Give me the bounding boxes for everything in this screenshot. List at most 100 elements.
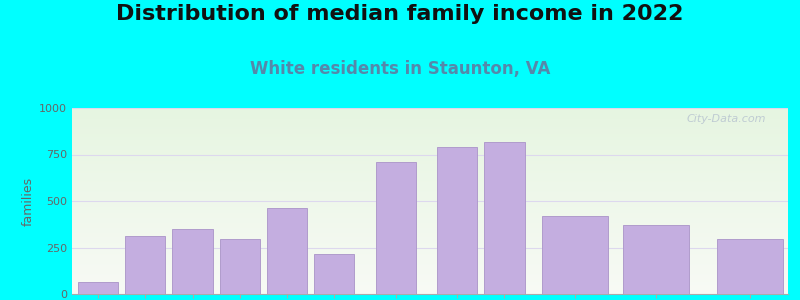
Bar — [72, 118, 788, 119]
Bar — [72, 138, 788, 139]
Bar — [72, 252, 788, 253]
Bar — [72, 255, 788, 256]
Text: Distribution of median family income in 2022: Distribution of median family income in … — [116, 4, 684, 25]
Bar — [72, 293, 788, 294]
Bar — [717, 239, 783, 294]
Bar — [72, 114, 788, 115]
Bar — [72, 152, 788, 153]
Bar — [72, 182, 788, 183]
Bar — [72, 161, 788, 162]
Bar — [72, 240, 788, 241]
Bar — [72, 267, 788, 268]
Bar — [72, 254, 788, 255]
Bar — [72, 232, 788, 233]
Bar — [72, 287, 788, 288]
Bar — [72, 249, 788, 250]
Bar — [72, 197, 788, 198]
Bar — [72, 268, 788, 269]
Bar — [72, 220, 788, 221]
Bar — [72, 156, 788, 157]
Bar — [72, 163, 788, 164]
Bar — [72, 243, 788, 244]
Bar — [72, 231, 788, 232]
Bar — [72, 183, 788, 184]
Bar — [72, 125, 788, 126]
Bar — [72, 264, 788, 265]
Bar — [72, 269, 788, 270]
Bar — [72, 151, 788, 152]
Bar — [72, 109, 788, 110]
Bar — [173, 229, 213, 294]
Bar — [72, 189, 788, 190]
Bar — [72, 259, 788, 260]
Bar — [72, 207, 788, 208]
Bar — [484, 142, 525, 294]
Bar — [72, 119, 788, 120]
Bar — [72, 266, 788, 267]
Bar — [72, 258, 788, 259]
Bar — [72, 227, 788, 228]
Bar — [72, 201, 788, 202]
Bar — [72, 165, 788, 166]
Bar — [72, 193, 788, 194]
Bar — [72, 205, 788, 206]
Bar — [72, 116, 788, 117]
Bar — [220, 239, 260, 294]
Bar — [376, 162, 416, 294]
Bar — [72, 290, 788, 291]
Bar — [72, 178, 788, 179]
Bar — [72, 242, 788, 243]
Bar — [72, 276, 788, 277]
Bar — [72, 133, 788, 134]
Bar — [72, 262, 788, 263]
Bar — [72, 158, 788, 159]
Bar — [72, 108, 788, 109]
Bar — [72, 241, 788, 242]
Bar — [72, 234, 788, 235]
Bar — [72, 260, 788, 261]
Bar — [72, 184, 788, 185]
Bar — [72, 120, 788, 121]
Bar — [72, 281, 788, 282]
Bar — [78, 282, 118, 294]
Bar — [72, 261, 788, 262]
Bar — [72, 222, 788, 223]
Bar — [72, 194, 788, 195]
Bar — [72, 190, 788, 191]
Bar — [72, 284, 788, 285]
Bar — [72, 213, 788, 214]
Bar — [72, 277, 788, 278]
Bar — [72, 272, 788, 273]
Bar — [72, 122, 788, 123]
Bar — [72, 233, 788, 234]
Bar — [72, 219, 788, 220]
Bar — [72, 285, 788, 286]
Bar — [72, 168, 788, 169]
Bar — [72, 256, 788, 257]
Bar — [72, 245, 788, 246]
Bar — [72, 212, 788, 213]
Bar — [72, 250, 788, 251]
Bar — [72, 215, 788, 216]
Bar — [72, 271, 788, 272]
Bar — [72, 209, 788, 210]
Bar — [72, 128, 788, 129]
Bar — [72, 278, 788, 279]
Bar — [72, 181, 788, 182]
Bar — [72, 170, 788, 171]
Bar — [72, 283, 788, 284]
Bar — [72, 187, 788, 188]
Bar — [72, 147, 788, 148]
Bar — [314, 254, 354, 294]
Bar — [72, 134, 788, 135]
Bar — [125, 236, 166, 294]
Bar — [72, 129, 788, 130]
Bar — [72, 279, 788, 280]
Bar — [72, 225, 788, 226]
Bar — [72, 155, 788, 156]
Bar — [72, 112, 788, 113]
Bar — [72, 239, 788, 240]
Bar — [72, 203, 788, 204]
Bar — [72, 195, 788, 196]
Bar — [72, 200, 788, 201]
